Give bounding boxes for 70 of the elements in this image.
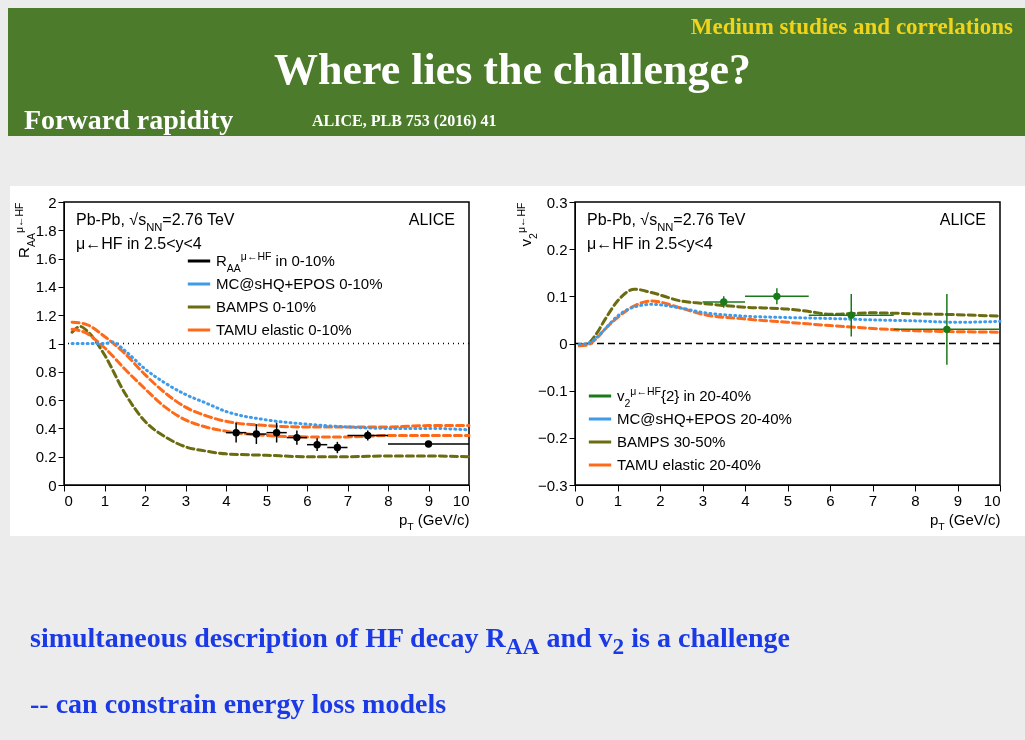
x-tick-label: 7 <box>868 491 878 509</box>
x-tick-label: 0 <box>64 491 73 509</box>
x-tick-label: 4 <box>741 491 750 509</box>
y-tick-label: 0.4 <box>35 419 57 437</box>
y-tick-label: 0.8 <box>35 363 57 381</box>
x-tick-label: 6 <box>826 491 835 509</box>
x-tick-label: 2 <box>656 491 665 509</box>
point <box>252 430 261 438</box>
legend-label: TAMU elastic 20-40% <box>617 456 761 473</box>
y-tick-label: 1.6 <box>35 250 57 268</box>
x-tick-label: 10 <box>452 491 470 509</box>
x-tick-label: 10 <box>983 491 1001 509</box>
y-tick-label: −0.1 <box>537 382 568 400</box>
annotation: ALICE <box>408 211 455 228</box>
x-tick-label: 6 <box>303 491 312 509</box>
x-tick-label: 7 <box>343 491 353 509</box>
legend-label: MC@sHQ+EPOS 0-10% <box>216 275 383 292</box>
legend-label: TAMU elastic 0-10% <box>216 321 352 338</box>
x-tick-label: 3 <box>698 491 708 509</box>
x-tick-label: 5 <box>783 491 793 509</box>
y-tick-label: 1.2 <box>35 306 57 324</box>
y-tick-label: 0 <box>559 335 568 352</box>
point <box>293 433 301 442</box>
y-tick-label: 1 <box>48 335 57 352</box>
annotation: μ←HF in 2.5<y<4 <box>76 235 202 252</box>
y-tick-label: 0.3 <box>546 193 568 211</box>
text: -- can constrain energy loss models <box>30 688 447 720</box>
legend-label: R$_{AA}$$^{μ←HF}$ in 0-10% <box>216 250 335 274</box>
x-tick-label: 4 <box>222 491 231 509</box>
y-tick-label: 0.2 <box>546 240 568 258</box>
chart-title: Where lies the challenge? <box>273 44 752 95</box>
y-tick-label: 0.6 <box>35 391 57 409</box>
text: Forward rapidity <box>24 104 234 136</box>
x-axis-title: p$_{T}$ (GeV/c) <box>398 510 470 533</box>
point <box>272 428 281 437</box>
point <box>847 311 855 319</box>
y-tick-label: −0.2 <box>537 429 568 447</box>
point <box>943 325 951 334</box>
y-tick-label: 1.8 <box>35 221 57 239</box>
annotation: μ←HF in 2.5<y<4 <box>587 235 713 252</box>
x-tick-label: 8 <box>911 491 920 509</box>
annotation: Pb-Pb, √s$_{NN}$=2.76 TeV <box>587 211 746 233</box>
legend-label: MC@sHQ+EPOS 20-40% <box>617 410 792 427</box>
y-tick-label: 2 <box>48 193 57 211</box>
point <box>773 292 781 301</box>
text: simultaneous description of HF decay R$_{AA}$ and v$_{2}$ is a challenge <box>30 622 790 660</box>
line-series <box>70 325 471 459</box>
x-tick-label: 0 <box>575 491 584 509</box>
x-tick-label: 5 <box>262 491 272 509</box>
y-tick-label: 0 <box>48 476 57 494</box>
text: ALICE, PLB 753 (2016) 41 <box>312 112 497 130</box>
y-tick-label: 0.2 <box>35 448 57 466</box>
x-tick-label: 8 <box>384 491 393 509</box>
x-tick-label: 3 <box>181 491 191 509</box>
annotation: Pb-Pb, √s$_{NN}$=2.76 TeV <box>76 211 235 233</box>
legend-label: BAMPS 30-50% <box>617 433 726 450</box>
y-tick-label: 1.4 <box>35 278 57 296</box>
y-tick-label: −0.3 <box>537 476 568 494</box>
y-tick-label: 0.1 <box>546 287 568 305</box>
x-tick-label: 9 <box>953 491 963 509</box>
legend-label: v$_{2}$$^{μ←HF}${2} in 20-40% <box>617 385 751 409</box>
legend-label: BAMPS 0-10% <box>216 298 317 315</box>
x-tick-label: 1 <box>100 491 110 509</box>
x-tick-label: 2 <box>141 491 150 509</box>
text: Medium studies and correlations <box>690 14 1013 40</box>
x-tick-label: 9 <box>424 491 434 509</box>
annotation: ALICE <box>939 211 986 228</box>
x-axis-title: p$_{T}$ (GeV/c) <box>929 510 1001 533</box>
point <box>232 428 240 437</box>
x-tick-label: 1 <box>613 491 623 509</box>
